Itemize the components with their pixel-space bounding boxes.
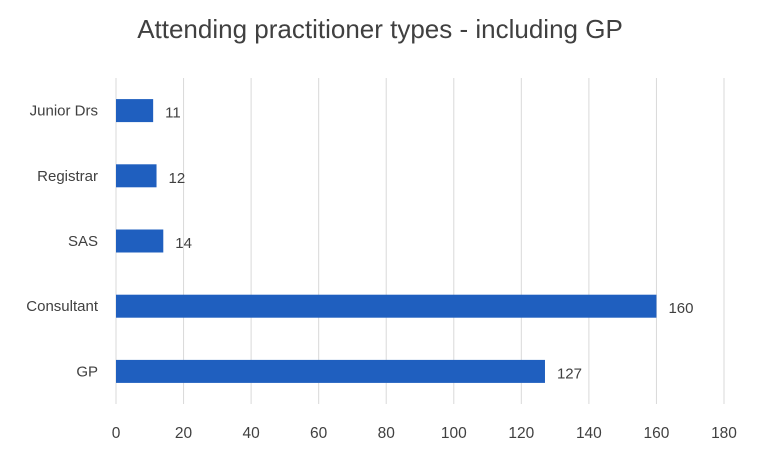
bar-gp [116,359,545,383]
x-tick-label: 20 [175,425,193,442]
x-tick-label: 120 [508,425,534,442]
category-label: Consultant [26,298,99,315]
data-label: 160 [668,300,693,317]
data-label: 11 [165,105,181,122]
x-tick-label: 180 [711,425,737,442]
data-label: 14 [175,235,192,252]
category-label: GP [76,363,98,380]
x-tick-label: 80 [378,425,396,442]
data-labels: 11 12 14 160 127 [165,105,693,383]
x-tick-label: 160 [644,425,670,442]
category-labels: Junior Drs Registrar SAS Consultant GP [26,103,99,381]
x-tick-label: 60 [310,425,328,442]
bar-registrar [116,164,157,188]
data-label: 12 [169,170,186,187]
x-tick-label: 140 [576,425,602,442]
x-tick-label: 100 [441,425,467,442]
bar-sas [116,229,164,253]
x-tick-label: 40 [242,425,260,442]
category-label: Registrar [37,168,98,185]
bar-consultant [116,294,657,318]
chart-title: Attending practitioner types - including… [137,14,623,44]
data-label: 127 [557,365,582,382]
gridlines [115,78,725,404]
bar-junior-drs [116,99,154,123]
category-label: Junior Drs [30,103,98,120]
x-tick-label: 0 [112,425,121,442]
bars [116,99,657,383]
category-label: SAS [68,233,98,250]
x-tick-labels: 0 20 40 60 80 100 120 140 160 180 [112,425,738,442]
